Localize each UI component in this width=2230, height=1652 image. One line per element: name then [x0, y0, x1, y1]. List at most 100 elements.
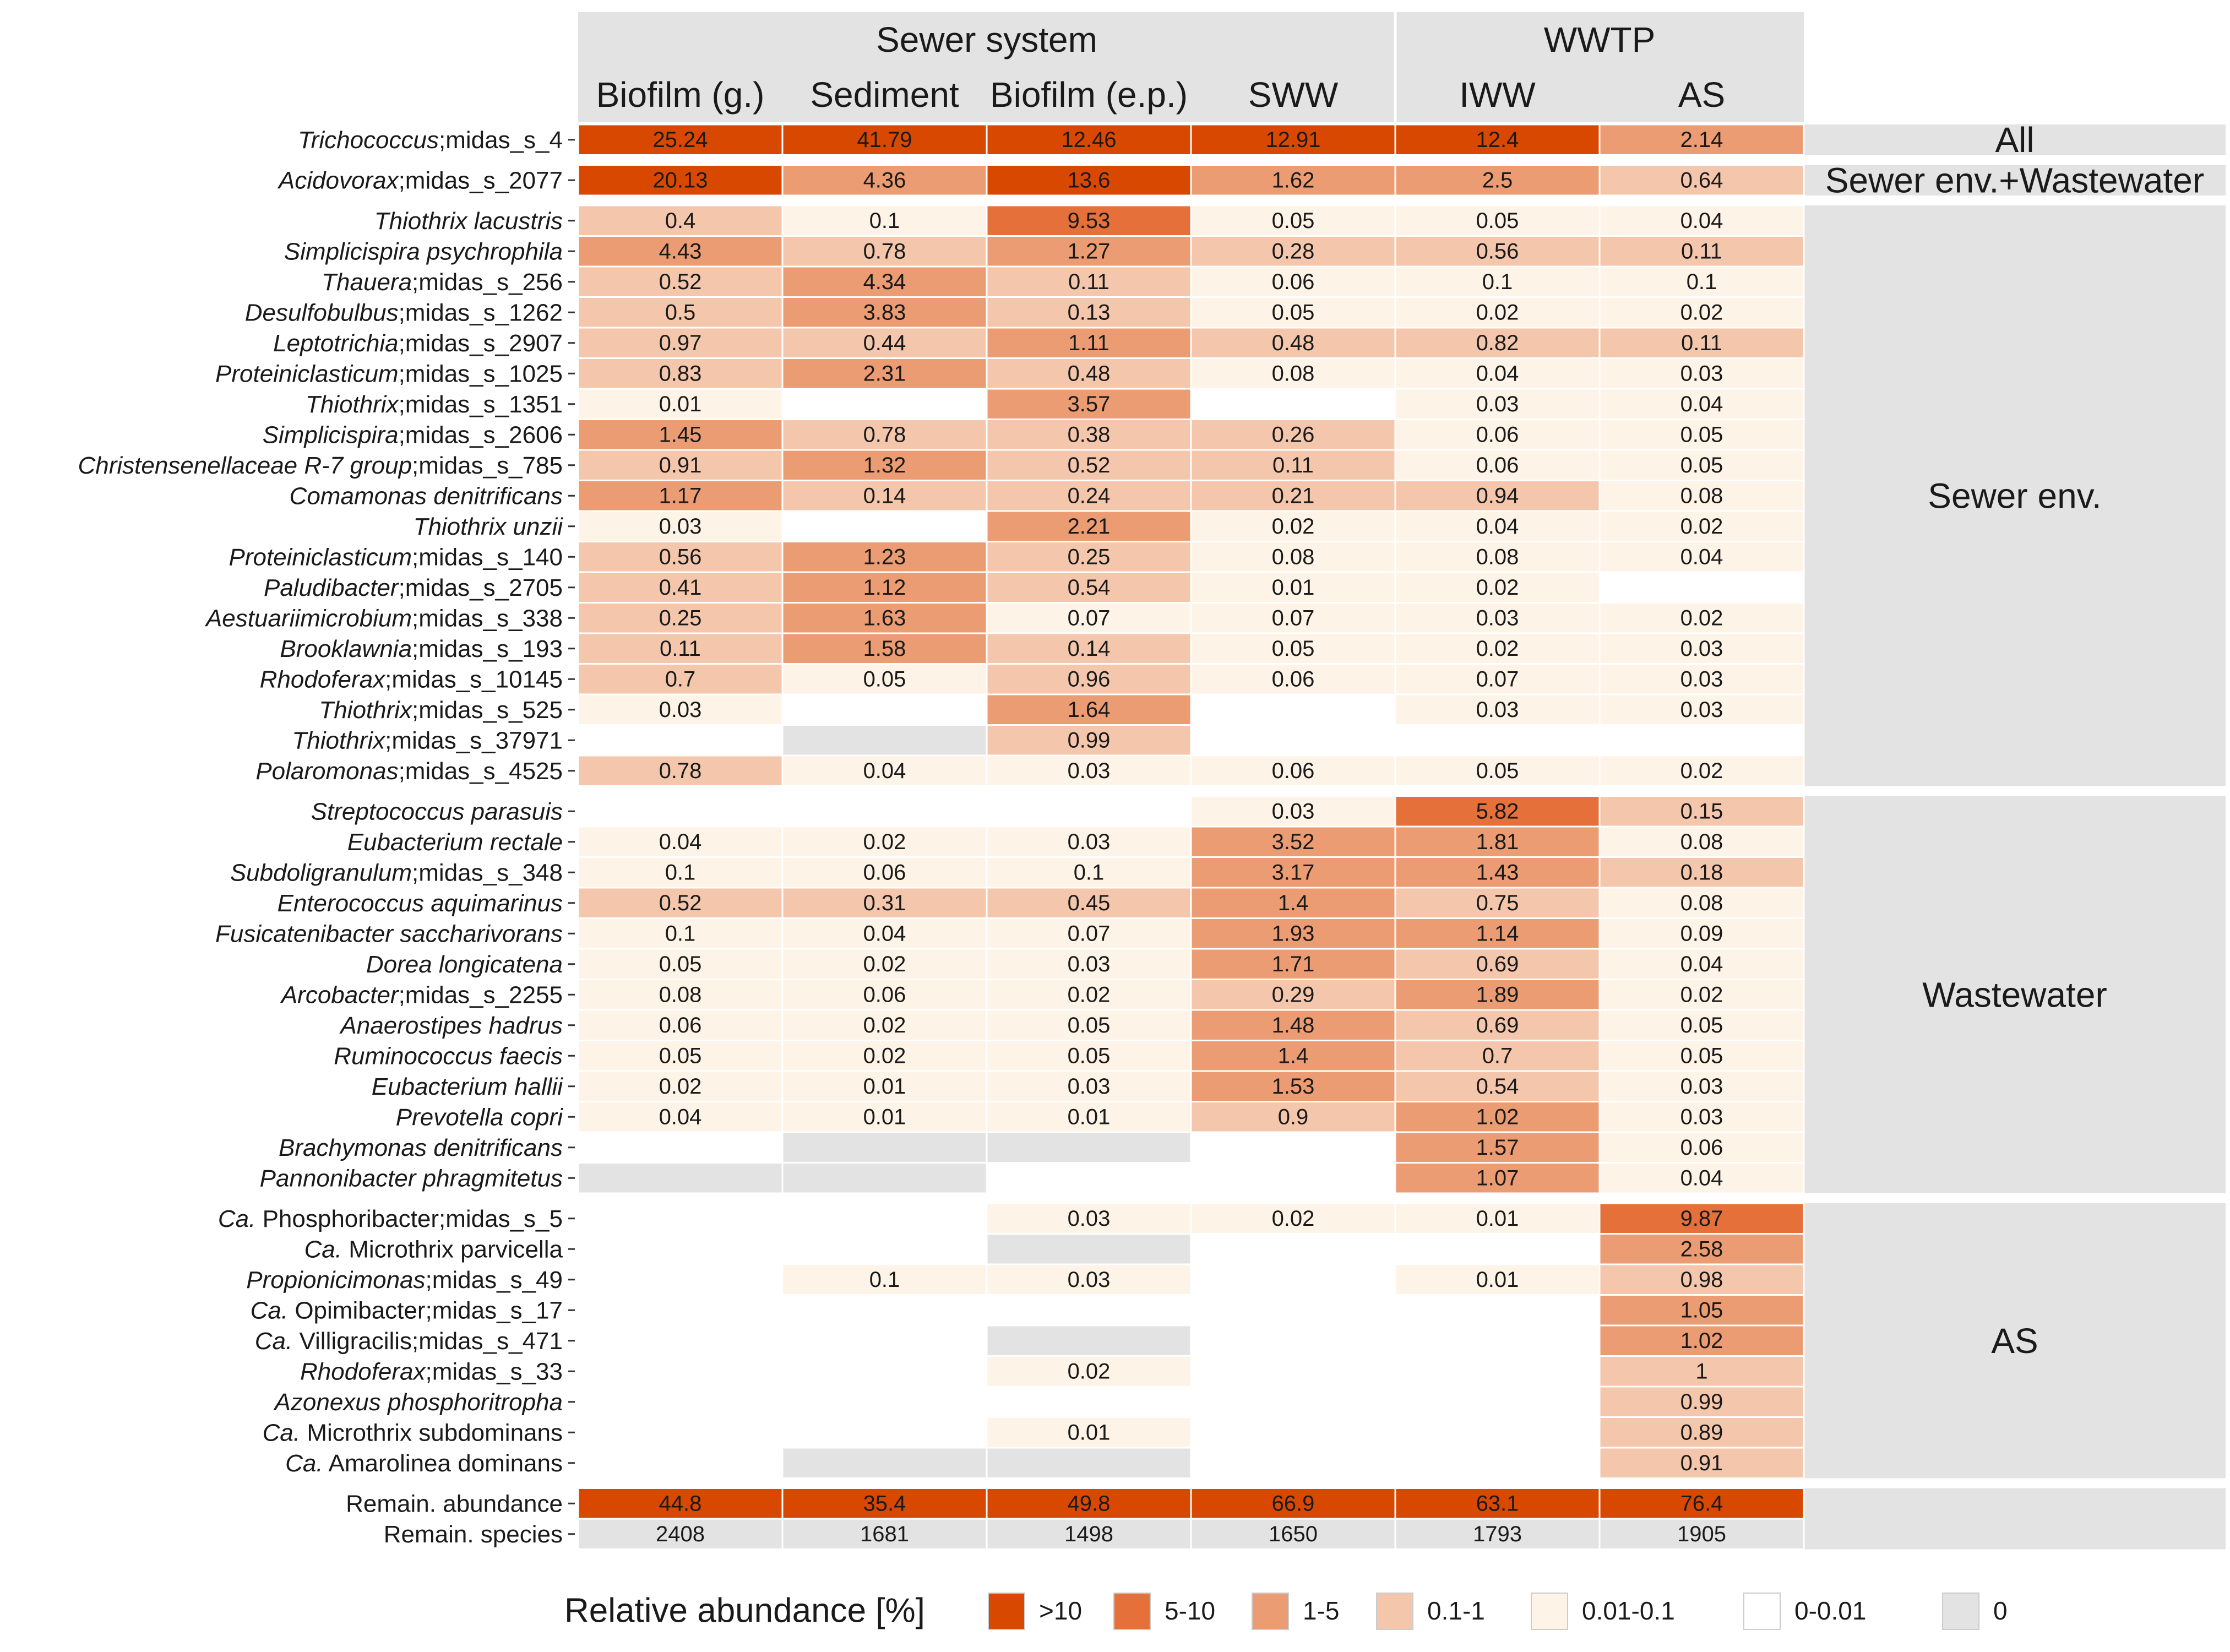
legend-swatch: [988, 1593, 1025, 1630]
cell-value: 1.02: [1476, 1105, 1519, 1129]
heatmap-cell: [986, 1518, 1192, 1550]
cell-value: 1.4: [1278, 1044, 1309, 1068]
section-label: Wastewater: [1922, 975, 2107, 1014]
row-label-part: ;midas_s_348: [412, 859, 563, 886]
heatmap-cell: [1190, 123, 1396, 156]
heatmap-cell: [1598, 327, 1805, 359]
cell-value: 1: [1695, 1359, 1707, 1383]
cell-value: 0.9: [1278, 1105, 1309, 1129]
cell-value: 0.99: [1068, 728, 1111, 752]
cell-value: 0.1: [869, 209, 900, 233]
heatmap-cell: [1598, 1040, 1805, 1072]
heatmap-cell: [986, 571, 1192, 604]
heatmap-cell: [1598, 1416, 1805, 1449]
heatmap-cell: [577, 632, 784, 665]
cell-value: 0.05: [863, 667, 906, 691]
row-label-part: Desulfobulbus: [245, 299, 399, 326]
cell-value: 2408: [656, 1522, 705, 1546]
row-label-part: Propionicimonas: [246, 1266, 425, 1293]
cell-value: 0.04: [659, 830, 702, 854]
heatmap-cell: [986, 1202, 1192, 1235]
cell-value: 0.08: [1272, 545, 1315, 569]
heatmap-cell: [1190, 1385, 1396, 1418]
heatmap-cell: [1190, 1294, 1396, 1327]
row-label-part: Thiothrix: [319, 696, 413, 723]
row-label-part: Ca.: [255, 1327, 292, 1354]
row-label-part: ;midas_s_1262: [399, 299, 563, 326]
heatmap-cell: [986, 1487, 1192, 1520]
row-label: Ca. Villigracilis;midas_s_471: [255, 1327, 563, 1354]
heatmap-cell: [1394, 917, 1601, 950]
row-label: Thiothrix;midas_s_37971: [292, 727, 563, 754]
row-label: Rhodoferax;midas_s_10145: [260, 666, 563, 693]
cell-value: 1.17: [659, 483, 702, 508]
row-label-part: Dorea longicatena: [366, 950, 563, 977]
cell-value: 0.48: [1068, 361, 1111, 385]
heatmap-cell: [781, 1385, 988, 1418]
heatmap-cell: [1394, 632, 1601, 665]
cell-value: 0.02: [1068, 1359, 1111, 1383]
heatmap-cell: [1598, 602, 1805, 634]
cell-value: 0.91: [659, 453, 702, 477]
cell-value: 0.44: [863, 331, 906, 355]
heatmap-cell: [1394, 724, 1601, 757]
heatmap-cell: [577, 449, 784, 481]
heatmap-cell: [986, 327, 1192, 359]
cell-value: 1.63: [863, 606, 906, 630]
heatmap-cell: [986, 1447, 1192, 1479]
cell-value: 9.87: [1680, 1207, 1723, 1231]
heatmap-cell: [1190, 754, 1396, 787]
row-label: Comamonas denitrificans: [290, 482, 563, 509]
cell-value: 0.7: [1482, 1044, 1513, 1068]
cell-value: 44.8: [659, 1491, 702, 1515]
cell-value: 0.11: [1681, 239, 1722, 263]
group-header: WWTP: [1544, 20, 1656, 59]
cell-value: 0.05: [1680, 422, 1723, 447]
row-label: Remain. species: [384, 1520, 563, 1547]
cell-value: 1.45: [659, 422, 702, 447]
section-panel: [1804, 1203, 2226, 1479]
heatmap-cell: [986, 1040, 1192, 1072]
cell-value: 1.4: [1278, 891, 1309, 915]
cell-value: 0.05: [1068, 1013, 1111, 1037]
cell-value: 1.07: [1476, 1166, 1519, 1190]
row-label: Ca. Microthrix subdominans: [263, 1419, 563, 1446]
row-label: Ca. Amarolinea dominans: [285, 1449, 563, 1476]
cell-value: 12.4: [1476, 128, 1519, 152]
heatmap-cell: [1394, 235, 1601, 268]
row-label: Subdoligranulum;midas_s_348: [230, 859, 563, 886]
heatmap-cell: [577, 510, 784, 542]
legend-label: 0: [1993, 1596, 2008, 1625]
row-label: Remain. abundance: [346, 1490, 563, 1517]
heatmap-cell: [781, 123, 988, 156]
row-label-part: Amarolinea dominans: [323, 1449, 563, 1476]
cell-value: 0.04: [1680, 1166, 1723, 1190]
cell-value: 0.4: [665, 209, 696, 233]
heatmap-cell: [577, 795, 784, 828]
cell-value: 1.11: [1068, 331, 1109, 355]
heatmap-cell: [986, 887, 1192, 919]
heatmap-cell: [577, 357, 784, 390]
heatmap-cell: [781, 265, 988, 298]
cell-value: 0.69: [1476, 1013, 1519, 1037]
cell-value: 0.02: [863, 1044, 906, 1068]
cell-value: 0.04: [1476, 361, 1519, 385]
legend-swatch: [1743, 1593, 1781, 1630]
cell-value: 1.53: [1272, 1074, 1315, 1099]
cell-value: 2.14: [1680, 128, 1723, 152]
cell-value: 0.02: [863, 952, 906, 976]
heatmap-cell: [1190, 1263, 1396, 1296]
cell-value: 0.06: [1476, 422, 1519, 447]
heatmap-cell: [577, 979, 784, 1011]
cell-value: 0.82: [1476, 331, 1519, 355]
row-label: Eubacterium rectale: [347, 828, 563, 855]
heatmap-cell: [1394, 357, 1601, 390]
cell-value: 0.03: [1680, 698, 1723, 722]
cell-value: 0.05: [659, 952, 702, 976]
heatmap-cell: [986, 979, 1192, 1011]
heatmap-cell: [1190, 1447, 1396, 1479]
heatmap-cell: [1598, 795, 1805, 828]
heatmap-cell: [781, 1355, 988, 1388]
row-label-part: Ca.: [251, 1297, 288, 1324]
cell-value: 0.08: [1680, 891, 1723, 915]
